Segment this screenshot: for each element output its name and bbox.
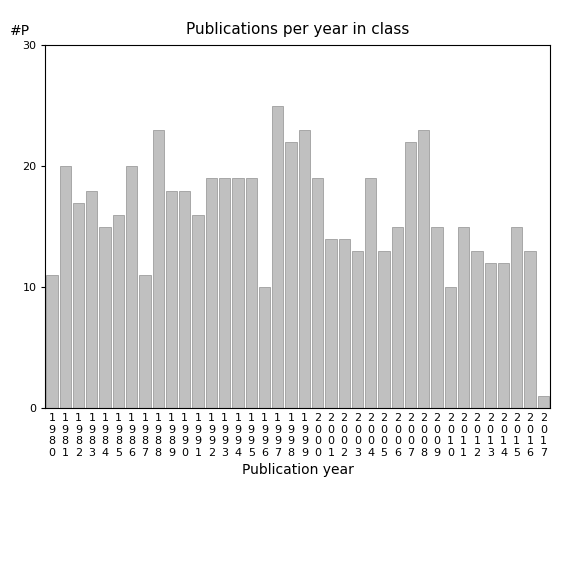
Bar bbox=[153, 130, 164, 408]
Bar bbox=[285, 142, 297, 408]
X-axis label: Publication year: Publication year bbox=[242, 463, 354, 477]
Bar bbox=[352, 251, 363, 408]
Bar bbox=[113, 215, 124, 408]
Bar bbox=[485, 263, 496, 408]
Bar bbox=[60, 166, 71, 408]
Bar bbox=[471, 251, 483, 408]
Bar bbox=[73, 202, 84, 408]
Bar bbox=[405, 142, 416, 408]
Bar bbox=[524, 251, 536, 408]
Bar bbox=[232, 179, 244, 408]
Bar bbox=[365, 179, 376, 408]
Bar bbox=[312, 179, 323, 408]
Bar bbox=[458, 227, 469, 408]
Bar bbox=[192, 215, 204, 408]
Bar bbox=[498, 263, 509, 408]
Bar bbox=[99, 227, 111, 408]
Bar bbox=[418, 130, 429, 408]
Bar bbox=[392, 227, 403, 408]
Bar bbox=[325, 239, 337, 408]
Bar bbox=[126, 166, 137, 408]
Bar bbox=[378, 251, 390, 408]
Bar bbox=[299, 130, 310, 408]
Bar bbox=[272, 106, 284, 408]
Bar bbox=[86, 191, 98, 408]
Bar bbox=[338, 239, 350, 408]
Bar bbox=[46, 275, 58, 408]
Text: #P: #P bbox=[10, 24, 30, 38]
Bar bbox=[259, 287, 270, 408]
Bar bbox=[139, 275, 151, 408]
Bar bbox=[431, 227, 443, 408]
Bar bbox=[538, 396, 549, 408]
Bar bbox=[511, 227, 522, 408]
Bar bbox=[219, 179, 230, 408]
Bar bbox=[166, 191, 177, 408]
Bar bbox=[206, 179, 217, 408]
Bar bbox=[445, 287, 456, 408]
Title: Publications per year in class: Publications per year in class bbox=[186, 22, 409, 37]
Bar bbox=[179, 191, 191, 408]
Bar bbox=[246, 179, 257, 408]
